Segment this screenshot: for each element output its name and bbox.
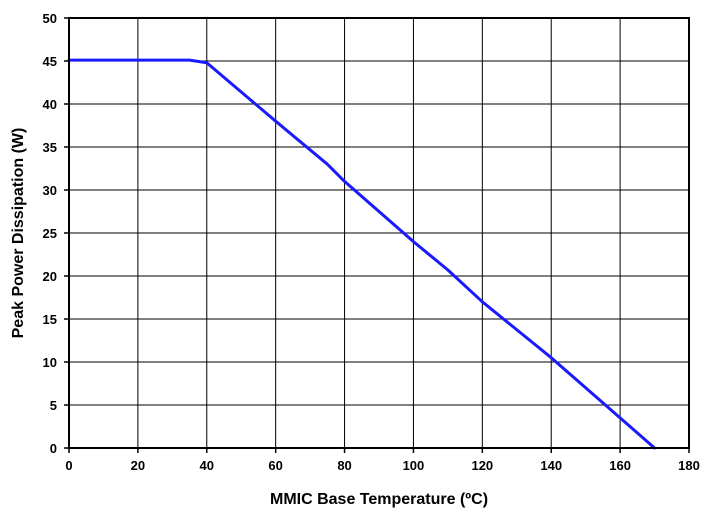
- series-line: [67, 58, 657, 450]
- x-axis-ticks: 0 20 40 60 80 100 120 140 160 180: [65, 448, 700, 473]
- x-tick-label: 120: [471, 458, 493, 473]
- x-axis-title: MMIC Base Temperature (ºC): [270, 491, 488, 508]
- y-axis-title: Peak Power Dissipation (W): [10, 128, 27, 339]
- grid-lines: [69, 18, 689, 448]
- y-axis-ticks: 0 5 10 15 20 25 30 35 40 45 50: [43, 11, 69, 456]
- x-tick-label: 40: [200, 458, 214, 473]
- x-tick-label: 80: [337, 458, 351, 473]
- y-tick-label: 35: [43, 140, 57, 155]
- x-tick-label: 0: [65, 458, 72, 473]
- y-tick-label: 50: [43, 11, 57, 26]
- y-tick-label: 25: [43, 226, 57, 241]
- series-group: [67, 58, 657, 450]
- y-tick-label: 0: [50, 441, 57, 456]
- y-tick-label: 10: [43, 355, 57, 370]
- x-tick-label: 180: [678, 458, 700, 473]
- x-tick-label: 100: [403, 458, 425, 473]
- y-tick-label: 30: [43, 183, 57, 198]
- y-tick-label: 45: [43, 54, 57, 69]
- y-tick-label: 20: [43, 269, 57, 284]
- y-tick-label: 15: [43, 312, 57, 327]
- y-tick-label: 5: [50, 398, 57, 413]
- x-tick-label: 60: [268, 458, 282, 473]
- x-tick-label: 140: [540, 458, 562, 473]
- x-tick-label: 160: [609, 458, 631, 473]
- y-tick-label: 40: [43, 97, 57, 112]
- x-tick-label: 20: [131, 458, 145, 473]
